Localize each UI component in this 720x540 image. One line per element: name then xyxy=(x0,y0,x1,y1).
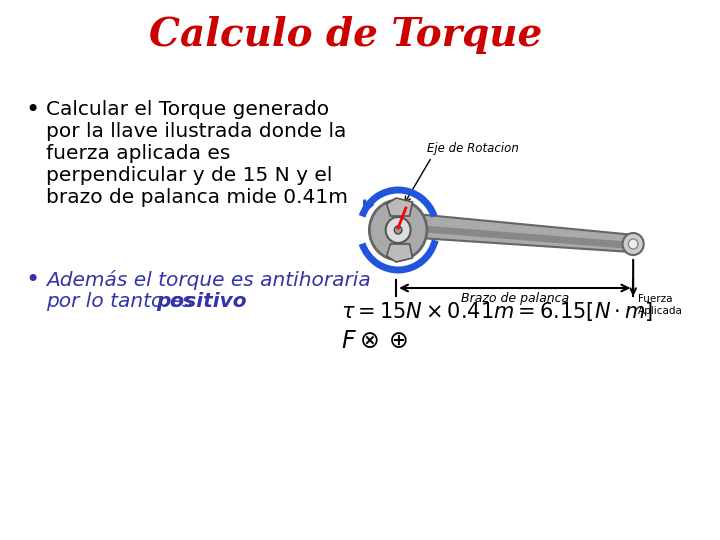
Text: Calculo de Torque: Calculo de Torque xyxy=(149,16,542,54)
Circle shape xyxy=(629,239,638,249)
Circle shape xyxy=(395,226,402,234)
Circle shape xyxy=(386,217,410,243)
Text: $F \otimes \oplus$: $F \otimes \oplus$ xyxy=(341,330,408,353)
Text: brazo de palanca mide 0.41m: brazo de palanca mide 0.41m xyxy=(46,188,348,207)
Text: por lo tanto es: por lo tanto es xyxy=(46,292,199,311)
Text: perpendicular y de 15 N y el: perpendicular y de 15 N y el xyxy=(46,166,333,185)
Text: fuerza aplicada es: fuerza aplicada es xyxy=(46,144,230,163)
Polygon shape xyxy=(415,214,635,252)
Polygon shape xyxy=(387,244,413,262)
Polygon shape xyxy=(418,225,633,249)
Text: •: • xyxy=(25,98,39,122)
Circle shape xyxy=(623,233,644,255)
Text: por la llave ilustrada donde la: por la llave ilustrada donde la xyxy=(46,122,346,141)
Text: Brazo de palanca: Brazo de palanca xyxy=(461,292,569,305)
Text: •: • xyxy=(25,268,39,292)
Polygon shape xyxy=(387,198,413,216)
Circle shape xyxy=(369,200,427,260)
Text: Además el torque es antihoraria: Además el torque es antihoraria xyxy=(46,270,371,290)
Text: $\tau = 15N \times 0.41m = 6.15\left[N \cdot m\right]$: $\tau = 15N \times 0.41m = 6.15\left[N \… xyxy=(341,300,653,323)
Text: Fuerza
Aplicada: Fuerza Aplicada xyxy=(638,294,683,315)
Text: positivo: positivo xyxy=(156,292,247,311)
Text: Calcular el Torque generado: Calcular el Torque generado xyxy=(46,100,329,119)
Text: Eje de Rotacion: Eje de Rotacion xyxy=(427,142,519,155)
